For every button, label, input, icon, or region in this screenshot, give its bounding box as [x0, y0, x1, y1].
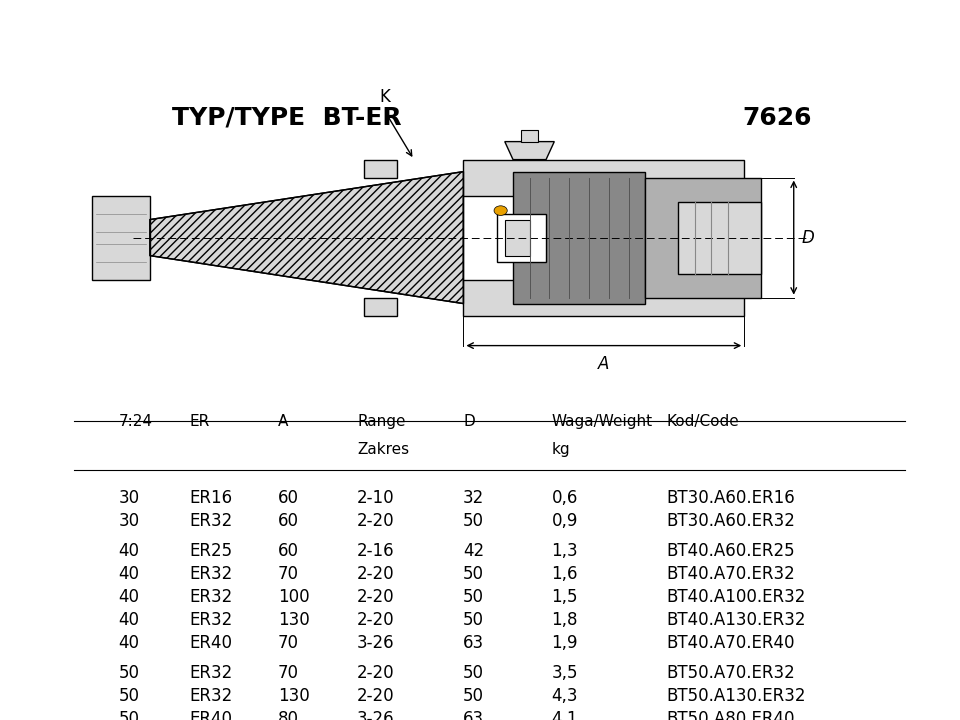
Text: Waga/Weight: Waga/Weight	[551, 413, 653, 428]
Text: ER40: ER40	[189, 634, 232, 652]
Text: A: A	[598, 355, 610, 373]
Text: ER32: ER32	[189, 665, 232, 683]
Text: 70: 70	[277, 565, 299, 583]
Text: 2-20: 2-20	[357, 665, 395, 683]
Bar	[521, 130, 538, 142]
Polygon shape	[150, 171, 464, 304]
Bar	[92, 196, 150, 279]
Text: 7626: 7626	[742, 106, 812, 130]
Text: 50: 50	[463, 565, 484, 583]
Text: BT30.A60.ER16: BT30.A60.ER16	[666, 489, 795, 507]
Text: Range: Range	[357, 413, 406, 428]
Bar	[365, 160, 397, 178]
Text: 2-20: 2-20	[357, 588, 395, 606]
Text: BT40.A70.ER40: BT40.A70.ER40	[666, 634, 795, 652]
Text: 60: 60	[277, 542, 299, 560]
Text: 70: 70	[277, 634, 299, 652]
Text: 1,6: 1,6	[551, 565, 578, 583]
Bar	[464, 196, 629, 279]
Text: 30: 30	[119, 489, 140, 507]
Bar	[365, 297, 397, 315]
Text: 50: 50	[119, 710, 139, 720]
Text: 130: 130	[277, 611, 309, 629]
Text: 3-26: 3-26	[357, 710, 395, 720]
Text: 4,1: 4,1	[551, 710, 578, 720]
Text: ER32: ER32	[189, 687, 232, 705]
Text: TYP/TYPE  BT-ER: TYP/TYPE BT-ER	[172, 106, 401, 130]
Text: ER: ER	[189, 413, 209, 428]
Bar	[505, 220, 530, 256]
Text: 130: 130	[277, 687, 309, 705]
Text: 60: 60	[277, 489, 299, 507]
Text: D: D	[463, 413, 475, 428]
Bar	[513, 171, 645, 304]
Text: 1,3: 1,3	[551, 542, 578, 560]
Text: BT40.A70.ER32: BT40.A70.ER32	[666, 565, 795, 583]
Text: ER32: ER32	[189, 588, 232, 606]
Text: 2-20: 2-20	[357, 511, 395, 529]
Text: 50: 50	[119, 687, 139, 705]
Text: 70: 70	[277, 665, 299, 683]
Text: ER32: ER32	[189, 611, 232, 629]
Text: 50: 50	[463, 687, 484, 705]
Text: 1,9: 1,9	[551, 634, 578, 652]
Text: 80: 80	[277, 710, 299, 720]
Text: BT40.A130.ER32: BT40.A130.ER32	[666, 611, 805, 629]
Text: 63: 63	[463, 634, 484, 652]
Text: 50: 50	[119, 665, 139, 683]
Text: ER16: ER16	[189, 489, 232, 507]
Text: 100: 100	[277, 588, 309, 606]
Text: 40: 40	[119, 542, 139, 560]
Text: ER40: ER40	[189, 710, 232, 720]
Text: 63: 63	[463, 710, 484, 720]
Text: 7:24: 7:24	[119, 413, 153, 428]
Text: 1,5: 1,5	[551, 588, 578, 606]
Bar	[678, 202, 760, 274]
Text: 50: 50	[463, 511, 484, 529]
Text: 1,8: 1,8	[551, 611, 578, 629]
Text: BT50.A80.ER40: BT50.A80.ER40	[666, 710, 795, 720]
Text: 2-20: 2-20	[357, 687, 395, 705]
Text: BT50.A130.ER32: BT50.A130.ER32	[666, 687, 805, 705]
Text: 30: 30	[119, 511, 140, 529]
Text: BT30.A60.ER32: BT30.A60.ER32	[666, 511, 795, 529]
Text: 40: 40	[119, 611, 139, 629]
Bar	[645, 178, 760, 297]
Text: D: D	[802, 229, 815, 246]
Text: A: A	[277, 413, 288, 428]
Text: Kod/Code: Kod/Code	[666, 413, 739, 428]
Text: 60: 60	[277, 511, 299, 529]
Text: 50: 50	[463, 665, 484, 683]
Text: 50: 50	[463, 611, 484, 629]
Text: K: K	[379, 88, 391, 106]
Bar	[496, 214, 546, 261]
Text: ER25: ER25	[189, 542, 232, 560]
Text: 3-26: 3-26	[357, 634, 395, 652]
Text: ER32: ER32	[189, 565, 232, 583]
Text: 40: 40	[119, 634, 139, 652]
Text: 42: 42	[463, 542, 484, 560]
Circle shape	[494, 206, 507, 215]
Text: 0,9: 0,9	[551, 511, 578, 529]
Text: 50: 50	[463, 588, 484, 606]
Text: 0,6: 0,6	[551, 489, 578, 507]
Text: 2-10: 2-10	[357, 489, 395, 507]
Text: 4,3: 4,3	[551, 687, 578, 705]
Text: 2-20: 2-20	[357, 611, 395, 629]
Text: BT50.A70.ER32: BT50.A70.ER32	[666, 665, 795, 683]
Text: 40: 40	[119, 565, 139, 583]
Text: BT40.A60.ER25: BT40.A60.ER25	[666, 542, 795, 560]
Text: 2-20: 2-20	[357, 565, 395, 583]
Polygon shape	[505, 142, 554, 160]
Text: kg: kg	[551, 442, 570, 457]
Text: 32: 32	[463, 489, 485, 507]
Text: 2-16: 2-16	[357, 542, 395, 560]
Text: ER32: ER32	[189, 511, 232, 529]
Text: Zakres: Zakres	[357, 442, 409, 457]
Text: 3,5: 3,5	[551, 665, 578, 683]
Text: BT40.A100.ER32: BT40.A100.ER32	[666, 588, 805, 606]
Text: 40: 40	[119, 588, 139, 606]
Bar	[464, 160, 744, 315]
